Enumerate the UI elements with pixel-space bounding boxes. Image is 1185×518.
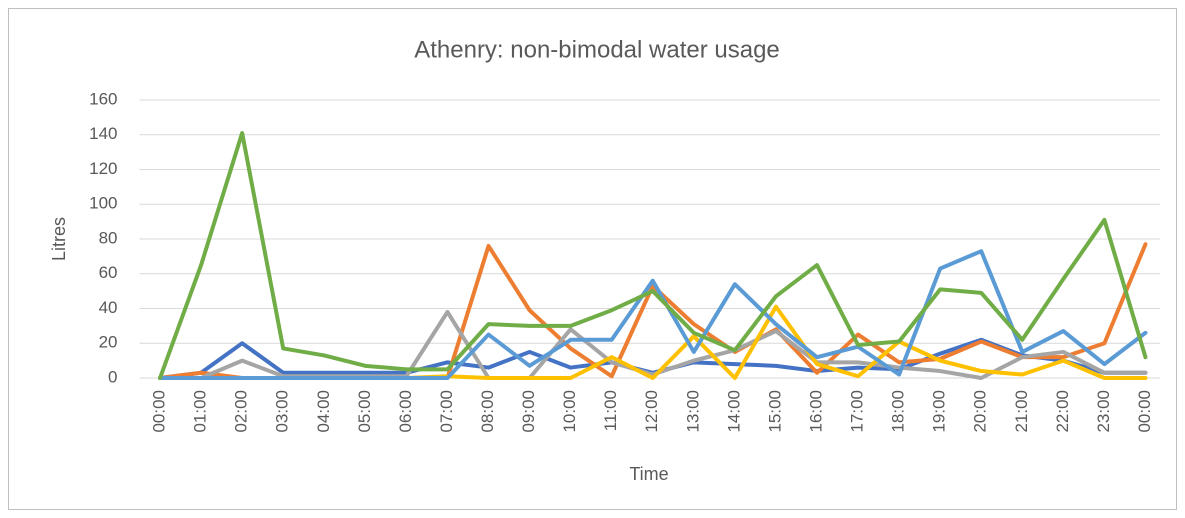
x-tick-label: 14:00: [724, 390, 743, 433]
x-tick-label: 02:00: [232, 390, 251, 433]
x-tick-label: 20:00: [971, 390, 990, 433]
x-tick-label: 11:00: [601, 390, 620, 431]
y-tick-label: 100: [89, 194, 117, 213]
y-tick-label: 20: [99, 333, 118, 352]
y-tick-label: 160: [89, 89, 117, 108]
series-line: [158, 249, 1148, 380]
x-tick-label: 06:00: [396, 390, 415, 433]
y-tick-label: 140: [89, 124, 117, 143]
x-tick-label: 22:00: [1053, 390, 1072, 433]
series-line: [158, 131, 1148, 380]
x-axis-label: Time: [629, 464, 668, 484]
chart-border: [8, 8, 1177, 510]
x-tick-label: 09:00: [519, 390, 538, 433]
x-tick-label: 18:00: [889, 390, 908, 433]
x-tick-label: 08:00: [478, 390, 497, 433]
x-tick-label: 16:00: [806, 390, 825, 433]
chart-title: Athenry: non-bimodal water usage: [414, 36, 780, 63]
x-tick-label: 21:00: [1012, 390, 1031, 433]
y-axis-label: Litres: [49, 217, 69, 261]
y-tick-label: 60: [99, 263, 118, 282]
x-tick-label: 12:00: [642, 390, 661, 433]
x-tick-label: 05:00: [355, 390, 374, 433]
x-tick-label: 07:00: [437, 390, 456, 433]
x-tick-label: 10:00: [560, 390, 579, 433]
x-tick-label: 00:00: [1135, 390, 1154, 433]
x-tick-label: 01:00: [191, 390, 210, 433]
x-tick-label: 23:00: [1094, 390, 1113, 433]
x-tick-label: 17:00: [848, 390, 867, 433]
y-tick-label: 0: [108, 367, 117, 386]
x-tick-label: 04:00: [314, 390, 333, 433]
y-tick-label: 120: [89, 159, 117, 178]
x-tick-label: 15:00: [765, 390, 784, 433]
x-tick-label: 13:00: [683, 390, 702, 433]
y-tick-label: 40: [99, 298, 118, 317]
x-tick-label: 03:00: [273, 390, 292, 433]
y-tick-label: 80: [99, 228, 118, 247]
x-tick-label: 00:00: [150, 390, 169, 433]
x-tick-label: 19:00: [930, 390, 949, 433]
